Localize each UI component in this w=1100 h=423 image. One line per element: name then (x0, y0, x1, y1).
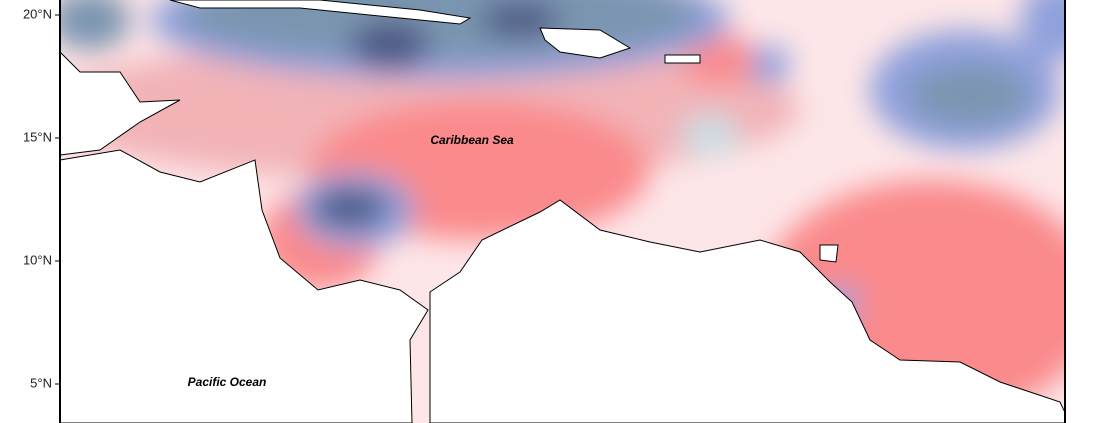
south-america (429, 199, 1065, 423)
trinidad (819, 244, 839, 263)
lat-label: 10°N (23, 252, 52, 267)
yucatan (60, 51, 181, 156)
lat-label: 15°N (23, 129, 52, 144)
cuba (169, 0, 472, 25)
puerto-rico (664, 54, 701, 64)
coastlines (60, 0, 1065, 423)
lat-label: 20°N (23, 6, 52, 21)
lat-ticks (55, 14, 60, 385)
ocean-label: Pacific Ocean (188, 375, 267, 389)
sea-label: Caribbean Sea (430, 133, 514, 147)
central-america (60, 149, 429, 423)
anomaly-field (60, 0, 1065, 423)
lat-label: 5°N (30, 375, 52, 390)
map-frame (59, 0, 1066, 423)
hispaniola (539, 27, 632, 59)
